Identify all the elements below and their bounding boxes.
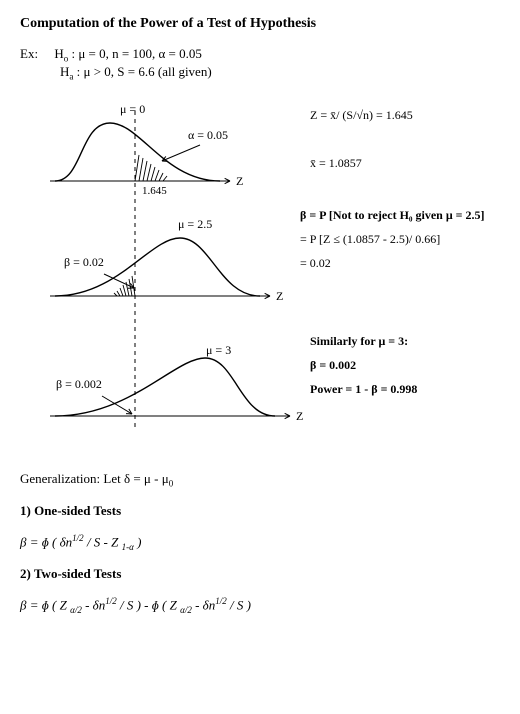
gen-intro-sub: 0	[169, 479, 174, 489]
f2p8: / S )	[227, 597, 251, 612]
gen-intro: Generalization: Let δ = μ - μ0	[20, 471, 500, 489]
f2p0: β = ɸ ( Z	[20, 597, 70, 612]
f1p0: β = ɸ ( δn	[20, 534, 72, 549]
f1p1: 1/2	[72, 533, 84, 543]
svg-text:μ = 2.5: μ = 2.5	[178, 217, 212, 231]
svg-text:β = 0.002: β = 0.002	[56, 377, 102, 391]
diagram-svg: Zμ = 0 1.645 α = 0.05 Z = x̄/ (S/√n) = 1.64…	[20, 101, 500, 441]
svg-text:β = 0.002: β = 0.002	[310, 358, 356, 372]
example-block: Ex: Ho : μ = 0, n = 100, α = 0.05 Ha : μ…	[20, 46, 500, 81]
svg-text:= 0.02: = 0.02	[300, 256, 331, 270]
f2p6: - δn	[192, 597, 215, 612]
svg-text:β = P [Not to reject H₀ given: β = P [Not to reject H₀ given μ = 2.5]	[300, 208, 484, 222]
f1p3: 1-α	[122, 542, 134, 552]
svg-text:Power = 1 - β = 0.998: Power = 1 - β = 0.998	[310, 382, 417, 396]
svg-text:1.645: 1.645	[142, 185, 167, 197]
gen-intro-text: Generalization: Let δ = μ - μ	[20, 471, 169, 486]
svg-text:Z = x̄/ (S/√n) = 1.645: Z = x̄/ (S/√n) = 1.645	[310, 108, 413, 122]
page-title: Computation of the Power of a Test of Hy…	[20, 16, 500, 32]
f2p2: - δn	[82, 597, 105, 612]
gen-item1-formula: β = ɸ ( δn1/2 / S - Z 1-α )	[20, 533, 500, 552]
svg-text:μ = 3: μ = 3	[206, 343, 231, 357]
svg-text:Z: Z	[276, 289, 283, 303]
h0: H	[54, 46, 63, 61]
diagram-area: Zμ = 0 1.645 α = 0.05 Z = x̄/ (S/√n) = 1.64…	[20, 101, 500, 441]
f1p4: )	[134, 534, 142, 549]
svg-text:Z: Z	[296, 409, 303, 423]
ha-sub: a	[69, 71, 73, 81]
svg-text:Similarly for μ = 3:: Similarly for μ = 3:	[310, 334, 408, 348]
h0-sub: o	[64, 54, 69, 64]
svg-text:Z: Z	[236, 174, 243, 188]
ex-prefix: Ex:	[20, 46, 38, 61]
f2p1: α/2	[70, 605, 82, 615]
f2p7: 1/2	[215, 596, 227, 606]
f2p5: α/2	[180, 605, 192, 615]
f2p3: 1/2	[105, 596, 117, 606]
svg-text:μ = 0: μ = 0	[120, 102, 145, 116]
f1p2: / S - Z	[84, 534, 122, 549]
svg-text:= P [Z ≤ (1.0857 - 2.5)/ 0.66]: = P [Z ≤ (1.0857 - 2.5)/ 0.66]	[300, 232, 440, 246]
svg-text:α = 0.05: α = 0.05	[188, 128, 228, 142]
ha-rest: : μ > 0, S = 6.6 (all given)	[77, 64, 212, 79]
ha: H	[60, 64, 69, 79]
gen-item1-title: 1) One-sided Tests	[20, 503, 500, 519]
generalization-block: Generalization: Let δ = μ - μ0 1) One-si…	[20, 471, 500, 614]
svg-text:x̄ = 1.0857: x̄ = 1.0857	[310, 156, 362, 170]
gen-item2-formula: β = ɸ ( Z α/2 - δn1/2 / S ) - ɸ ( Z α/2 …	[20, 596, 500, 615]
f2p4: / S ) - ɸ ( Z	[117, 597, 180, 612]
svg-text:β = 0.02: β = 0.02	[64, 255, 104, 269]
gen-item2-title: 2) Two-sided Tests	[20, 566, 500, 582]
h0-rest: : μ = 0, n = 100, α = 0.05	[71, 46, 201, 61]
